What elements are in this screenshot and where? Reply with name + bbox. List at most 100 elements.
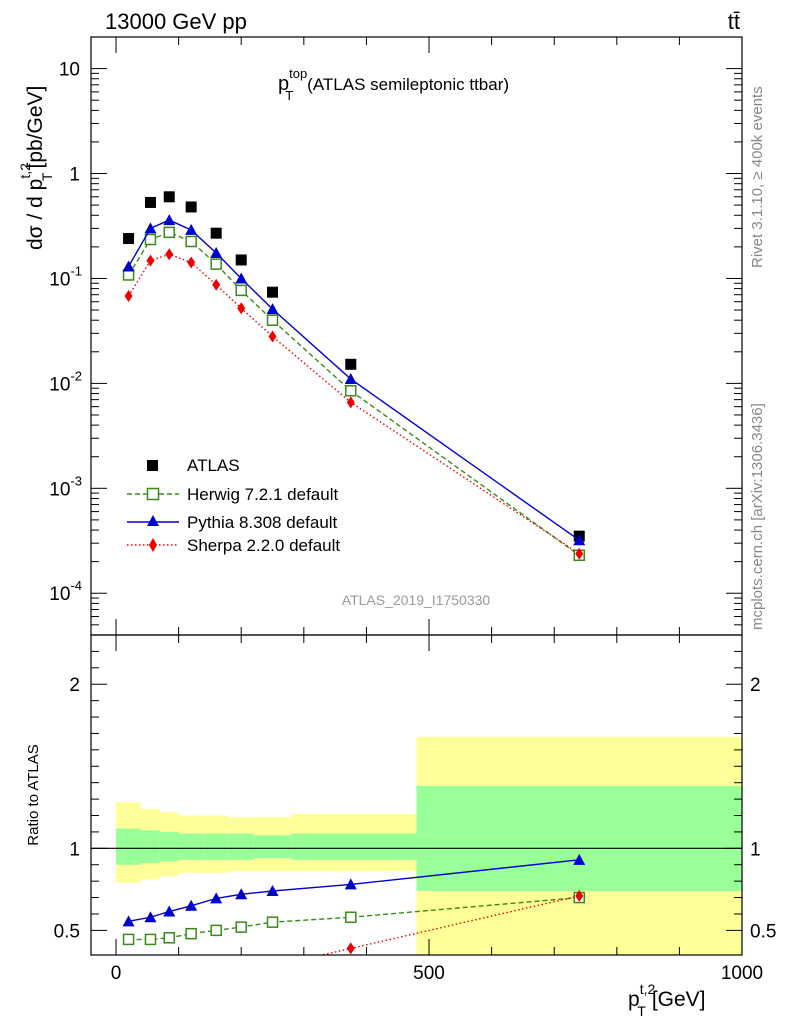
main-point-sherpa	[237, 302, 246, 315]
main-point-pythia	[122, 260, 135, 272]
main-point-sherpa	[575, 547, 584, 560]
main-y-tick-label: 10-2	[49, 368, 82, 395]
ratio-x-tick-label: 500	[413, 963, 445, 984]
ratio-y-axis-label: Ratio to ATLAS	[25, 744, 42, 845]
ratio-point-pythia	[266, 885, 279, 896]
main-point-atlas	[267, 286, 279, 298]
legend-marker-atlas	[147, 460, 158, 471]
ratio-series	[122, 853, 586, 955]
ratio-y-tick-label-right: 0.5	[750, 921, 776, 942]
main-point-pythia	[266, 303, 279, 315]
ratio-point-pythia	[573, 853, 586, 865]
main-title-p: p	[278, 73, 289, 95]
main-y-tick-label: 10	[59, 60, 80, 81]
main-ylabel-main: dσ / d p	[24, 179, 47, 250]
main-y-tick-label: 1	[69, 165, 80, 186]
main-point-pythia	[573, 534, 586, 546]
legend-item-pythia: Pythia 8.308 default	[127, 513, 338, 532]
ratio-point-pythia	[344, 878, 357, 890]
main-y-ticks: 10-4 10-3 10-2 10-1 1 10	[49, 37, 743, 635]
ratio-point-herwig	[235, 921, 247, 933]
main-ylabel-sup: t,2	[17, 163, 33, 179]
main-point-herwig	[345, 385, 357, 397]
main-point-herwig	[185, 235, 197, 248]
ratio-band-inner	[159, 831, 179, 862]
header-energy-label: 13000 GeV pp	[105, 9, 247, 34]
main-point-pythia	[344, 373, 357, 385]
legend-label-herwig: Herwig 7.2.1 default	[187, 485, 338, 504]
legend-marker-pythia	[147, 515, 159, 526]
ratio-point-pythia	[235, 888, 248, 900]
main-point-sherpa	[146, 254, 155, 267]
main-point-atlas	[123, 233, 135, 245]
main-point-atlas	[144, 196, 156, 208]
xlabel-sub: T	[637, 1003, 646, 1019]
main-title-rest: (ATLAS semileptonic ttbar)	[307, 75, 509, 94]
main-point-atlas	[163, 191, 175, 203]
side-label-mcplots: mcplots.cern.ch [arXiv:1306.3436]	[749, 403, 766, 630]
legend-label-atlas: ATLAS	[187, 456, 240, 475]
main-point-herwig	[266, 314, 279, 326]
ratio-point-sherpa	[575, 889, 584, 902]
legend-item-herwig: Herwig 7.2.1 default	[127, 485, 338, 504]
main-ylabel-sub: T	[39, 172, 55, 181]
ratio-y-tick-label-left: 2	[69, 675, 80, 696]
main-series-line-herwig	[127, 231, 580, 556]
ratio-x-axis-label: pt,2 T [GeV]	[628, 981, 706, 1019]
main-y-tick-label: 10-1	[49, 263, 82, 290]
main-title-sup: top	[289, 66, 307, 81]
ratio-point-herwig	[163, 932, 175, 944]
xlabel-main: p	[628, 988, 640, 1011]
ratio-point-pythia	[144, 911, 157, 923]
main-point-pythia	[144, 222, 157, 234]
main-point-atlas	[235, 254, 247, 266]
main-point-herwig	[235, 284, 247, 297]
main-point-sherpa	[346, 396, 355, 409]
xlabel-sup: t,2	[640, 981, 656, 997]
legend: ATLAS Herwig 7.2.1 default Pythia 8.308 …	[127, 456, 340, 555]
ratio-ticks: 0.5 0.5 1 1 2 2 0 500 1000	[54, 635, 776, 984]
ratio-band-inner	[141, 830, 160, 864]
main-panel: 10-4 10-3 10-2 10-1 1 10 ptop T (ATLAS semilept…	[17, 36, 743, 636]
ratio-point-herwig	[185, 927, 197, 940]
ratio-point-pythia	[185, 899, 198, 911]
side-label-rivet: Rivet 3.1.10, ≥ 400k events	[749, 86, 766, 268]
ratio-band-inner	[416, 785, 742, 891]
ratio-point-herwig	[345, 911, 357, 924]
ratio-y-tick-label-right: 2	[750, 675, 761, 696]
ratio-band-inner	[291, 833, 417, 860]
main-point-sherpa	[212, 278, 221, 291]
ratio-x-tick-label: 1000	[721, 963, 763, 984]
header-process-label: tt̄	[728, 9, 740, 34]
legend-label-pythia: Pythia 8.308 default	[187, 513, 338, 532]
main-point-pythia	[163, 214, 176, 226]
main-title-sub: T	[285, 88, 293, 103]
main-point-pythia	[235, 272, 248, 284]
main-point-herwig	[163, 226, 175, 239]
ratio-series-group	[122, 853, 586, 955]
main-point-sherpa	[124, 290, 133, 303]
ratio-point-herwig	[266, 916, 279, 928]
main-point-pythia	[210, 246, 223, 258]
main-ylabel-unit: [pb/GeV]	[24, 86, 47, 169]
ratio-panel: 0.5 0.5 1 1 2 2 0 500 1000 Ratio to ATLAS pt,2 T […	[25, 634, 776, 1019]
ratio-x-tick-label: 0	[111, 963, 122, 984]
legend-item-atlas: ATLAS	[147, 456, 240, 475]
ratio-band-inner	[253, 835, 292, 859]
ratio-band-inner	[178, 833, 204, 860]
ratio-y-tick-label-right: 1	[750, 839, 761, 860]
main-point-pythia	[185, 223, 198, 235]
ratio-band-inner	[203, 833, 229, 860]
analysis-label: ATLAS_2019_I1750330	[342, 592, 491, 608]
main-y-axis-label: dσ / d pt,2 T [pb/GeV]	[17, 86, 55, 250]
ratio-point-sherpa	[346, 942, 355, 955]
ratio-point-pythia	[122, 915, 135, 927]
main-point-herwig	[144, 233, 157, 246]
ratio-point-herwig	[210, 924, 222, 937]
main-point-atlas	[185, 201, 197, 213]
ratio-point-pythia	[163, 905, 176, 917]
main-y-tick-label: 10-4	[49, 578, 82, 605]
legend-item-sherpa: Sherpa 2.2.0 default	[127, 536, 340, 555]
legend-marker-sherpa	[149, 538, 157, 552]
